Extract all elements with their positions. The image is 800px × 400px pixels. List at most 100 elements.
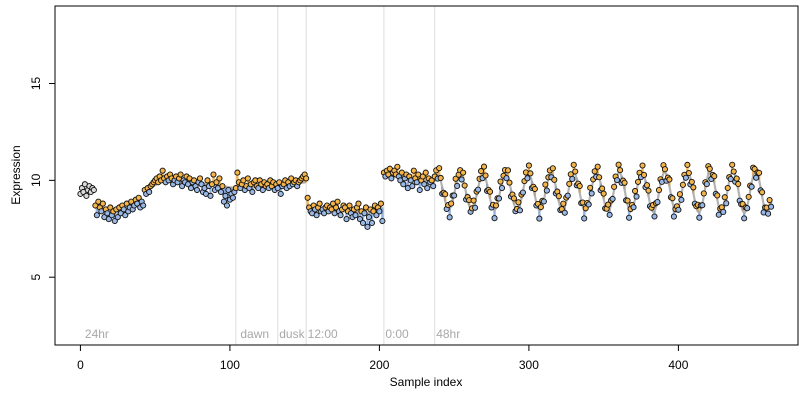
data-point xyxy=(316,200,323,207)
data-point xyxy=(111,217,118,225)
y-tick-label: 5 xyxy=(29,274,43,281)
data-point xyxy=(422,169,429,176)
data-point xyxy=(759,189,766,196)
data-point xyxy=(655,187,663,194)
data-point xyxy=(93,212,100,219)
data-point xyxy=(706,165,713,172)
data-point xyxy=(492,202,500,209)
y-axis-title: Expression xyxy=(9,145,23,204)
data-point xyxy=(377,200,384,207)
data-point xyxy=(458,176,465,183)
data-point xyxy=(560,200,567,207)
data-point xyxy=(639,162,646,169)
data-point xyxy=(475,186,482,193)
x-tick-label: 0 xyxy=(77,358,84,372)
data-point xyxy=(510,195,518,202)
data-point xyxy=(452,175,459,182)
data-point xyxy=(460,169,467,176)
data-point xyxy=(364,223,371,230)
data-point xyxy=(690,184,697,191)
phase-label: 48hr xyxy=(436,327,460,341)
data-point xyxy=(727,176,734,183)
data-point xyxy=(516,207,523,214)
data-point xyxy=(569,175,576,182)
data-point xyxy=(337,212,344,219)
data-point xyxy=(723,200,730,207)
data-point xyxy=(679,181,686,188)
data-point xyxy=(730,168,737,175)
data-point xyxy=(207,192,214,199)
data-point xyxy=(355,200,362,207)
data-point xyxy=(543,187,550,194)
data-point xyxy=(83,192,90,199)
data-point xyxy=(724,184,731,192)
data-point xyxy=(114,214,121,221)
data-point xyxy=(572,168,579,175)
data-point xyxy=(699,202,706,209)
data-point xyxy=(614,177,621,184)
data-point xyxy=(611,183,618,190)
data-point xyxy=(630,204,637,211)
data-point xyxy=(537,204,544,211)
data-point xyxy=(631,187,639,195)
data-point xyxy=(313,212,320,219)
data-point xyxy=(715,211,722,218)
data-point xyxy=(599,185,606,192)
y-axis: 5 10 15 xyxy=(29,76,56,281)
data-point xyxy=(643,182,651,189)
data-point xyxy=(379,217,386,225)
data-point xyxy=(676,191,683,198)
data-point xyxy=(135,194,142,201)
phase-annotations: 24hr dawn dusk 12:00 0:00 48hr xyxy=(85,327,460,341)
data-point xyxy=(223,202,230,209)
data-point xyxy=(645,187,652,194)
data-point xyxy=(666,176,673,183)
data-point xyxy=(729,161,736,168)
phase-label: dusk xyxy=(279,327,305,341)
data-point xyxy=(140,202,147,209)
data-point xyxy=(744,205,751,212)
data-point xyxy=(436,165,443,172)
data-point xyxy=(234,169,241,176)
data-point xyxy=(711,173,718,180)
data-point xyxy=(394,163,401,170)
data-point xyxy=(700,190,707,197)
data-point xyxy=(766,197,773,204)
data-point xyxy=(193,186,201,194)
x-tick-label: 300 xyxy=(519,358,539,372)
data-point xyxy=(400,181,407,188)
data-point xyxy=(670,213,677,220)
data-point xyxy=(703,181,710,188)
data-points xyxy=(77,161,775,230)
data-point xyxy=(213,179,220,186)
data-point xyxy=(561,209,568,216)
data-point xyxy=(621,179,628,186)
data-point xyxy=(304,194,311,201)
data-point xyxy=(721,194,728,201)
data-point xyxy=(90,186,97,194)
data-point xyxy=(527,170,534,177)
data-point xyxy=(714,192,721,199)
data-point xyxy=(179,183,186,190)
data-point xyxy=(524,175,531,182)
x-tick-label: 400 xyxy=(668,358,688,372)
data-point xyxy=(503,175,510,182)
data-point xyxy=(461,182,468,189)
phase-label: 0:00 xyxy=(385,327,409,341)
data-point xyxy=(536,215,543,222)
data-point xyxy=(581,215,588,222)
data-point xyxy=(741,215,748,222)
data-point xyxy=(365,214,372,221)
data-point xyxy=(419,173,426,180)
data-point xyxy=(605,201,612,208)
data-point xyxy=(497,178,504,185)
data-point xyxy=(373,212,380,219)
data-point xyxy=(585,201,592,208)
x-axis: 0 100 200 300 400 xyxy=(77,344,689,372)
data-point xyxy=(204,177,211,184)
data-point xyxy=(442,191,449,198)
data-point xyxy=(633,193,640,200)
data-point xyxy=(198,181,205,188)
data-point xyxy=(540,198,547,205)
data-point xyxy=(640,171,648,178)
